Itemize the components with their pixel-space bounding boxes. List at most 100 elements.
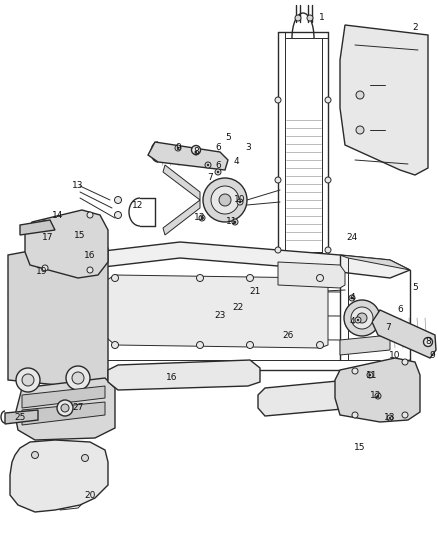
Text: 13: 13 [72, 181, 84, 190]
Circle shape [352, 412, 358, 418]
Polygon shape [278, 262, 345, 288]
Circle shape [317, 342, 324, 349]
Circle shape [367, 372, 373, 378]
Circle shape [57, 400, 73, 416]
Polygon shape [340, 335, 390, 355]
Circle shape [307, 15, 313, 21]
Text: 8: 8 [193, 148, 199, 157]
Text: 10: 10 [389, 351, 401, 359]
Circle shape [16, 368, 40, 392]
Circle shape [197, 342, 204, 349]
Circle shape [344, 300, 380, 336]
Text: 12: 12 [132, 200, 144, 209]
Polygon shape [340, 255, 410, 270]
Circle shape [424, 337, 432, 346]
Polygon shape [42, 250, 105, 268]
Circle shape [369, 326, 374, 330]
Circle shape [237, 199, 243, 205]
Circle shape [369, 374, 371, 376]
Circle shape [350, 305, 355, 311]
Text: 6: 6 [397, 305, 403, 314]
Text: 14: 14 [52, 211, 64, 220]
Circle shape [211, 186, 239, 214]
Circle shape [275, 247, 281, 253]
Circle shape [317, 274, 324, 281]
Polygon shape [20, 220, 55, 235]
Text: 4: 4 [233, 157, 239, 166]
Circle shape [375, 393, 381, 399]
Circle shape [66, 366, 90, 390]
Polygon shape [163, 165, 200, 200]
Text: 9: 9 [175, 143, 181, 152]
Text: 26: 26 [283, 330, 294, 340]
Circle shape [325, 247, 331, 253]
Polygon shape [335, 358, 420, 422]
Polygon shape [10, 440, 108, 512]
Text: 9: 9 [429, 351, 435, 360]
Circle shape [389, 417, 391, 419]
Polygon shape [15, 458, 30, 472]
Circle shape [352, 368, 358, 374]
Text: 5: 5 [225, 133, 231, 142]
Text: 11: 11 [366, 370, 378, 379]
Text: 22: 22 [233, 303, 244, 312]
Polygon shape [108, 360, 260, 390]
Circle shape [193, 149, 199, 155]
Circle shape [232, 219, 238, 225]
Circle shape [387, 415, 393, 421]
Circle shape [175, 145, 181, 151]
Circle shape [275, 97, 281, 103]
Polygon shape [163, 200, 200, 235]
Polygon shape [15, 378, 115, 440]
Text: 24: 24 [346, 233, 357, 243]
Circle shape [355, 317, 361, 323]
Polygon shape [22, 402, 105, 425]
Circle shape [325, 97, 331, 103]
Circle shape [177, 147, 179, 149]
Circle shape [357, 313, 367, 323]
Polygon shape [107, 275, 328, 348]
Polygon shape [148, 142, 228, 170]
Circle shape [234, 221, 236, 223]
Circle shape [22, 374, 34, 386]
Polygon shape [60, 490, 88, 510]
Circle shape [215, 169, 221, 175]
Circle shape [349, 295, 355, 301]
Circle shape [199, 215, 205, 221]
Text: 19: 19 [36, 268, 48, 277]
Polygon shape [372, 310, 436, 358]
Text: 7: 7 [207, 174, 213, 182]
Circle shape [114, 212, 121, 219]
Text: 10: 10 [234, 196, 246, 205]
Circle shape [350, 326, 355, 330]
Polygon shape [8, 240, 108, 388]
Circle shape [275, 177, 281, 183]
Text: 3: 3 [245, 143, 251, 152]
Text: 20: 20 [84, 490, 95, 499]
Text: 5: 5 [412, 284, 418, 293]
Polygon shape [340, 25, 428, 175]
Circle shape [32, 451, 39, 458]
Circle shape [402, 359, 408, 365]
Circle shape [61, 404, 69, 412]
Text: 21: 21 [249, 287, 261, 296]
Circle shape [112, 274, 119, 281]
Text: 7: 7 [385, 324, 391, 333]
Circle shape [295, 15, 301, 21]
Circle shape [351, 307, 373, 329]
Text: 4: 4 [349, 318, 355, 327]
Circle shape [114, 197, 121, 204]
Circle shape [247, 342, 254, 349]
Circle shape [325, 177, 331, 183]
Circle shape [197, 274, 204, 281]
Circle shape [203, 178, 247, 222]
Circle shape [72, 372, 84, 384]
Text: 27: 27 [72, 403, 84, 413]
Text: 1: 1 [319, 13, 325, 22]
Circle shape [402, 412, 408, 418]
Circle shape [42, 220, 48, 226]
Circle shape [351, 297, 353, 299]
Circle shape [369, 305, 374, 311]
Text: 25: 25 [14, 414, 26, 423]
Circle shape [112, 342, 119, 349]
